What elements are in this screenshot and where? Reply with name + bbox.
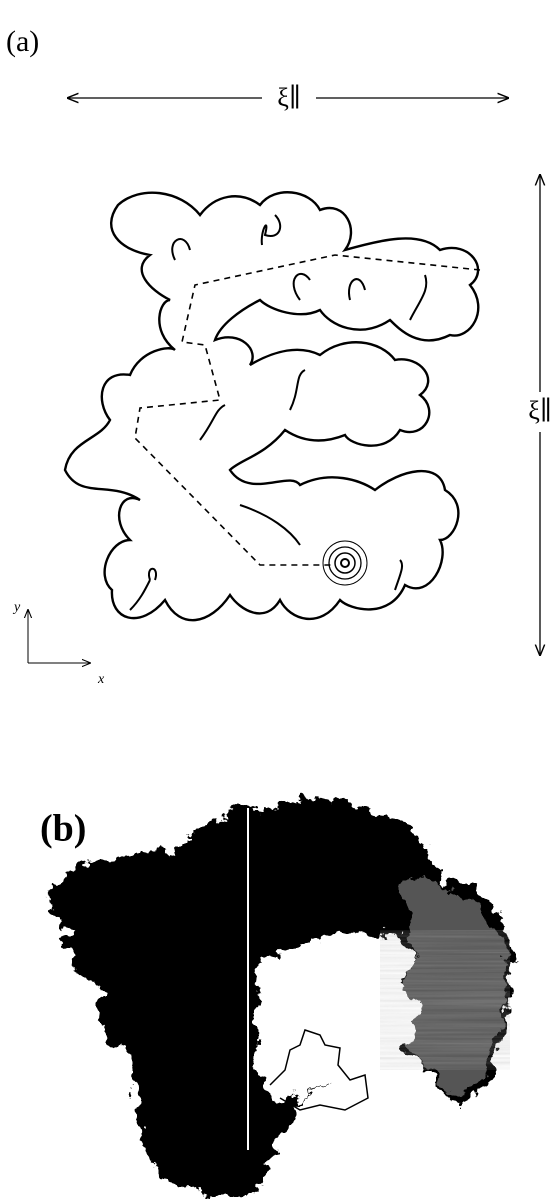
length-label: ξ∥ xyxy=(528,396,552,425)
hull-path xyxy=(269,1029,369,1111)
internal-boundaries xyxy=(129,214,428,611)
streak-texture xyxy=(380,930,510,1070)
length-label: ξ∥ xyxy=(277,83,301,112)
axis-label: x xyxy=(97,672,105,687)
source-rings xyxy=(322,540,368,586)
axis-label: y xyxy=(12,600,21,615)
shortest-path xyxy=(134,254,481,566)
cluster-outline xyxy=(63,191,480,622)
panel-label: (a) xyxy=(6,25,39,58)
panel-label: (b) xyxy=(40,808,86,850)
